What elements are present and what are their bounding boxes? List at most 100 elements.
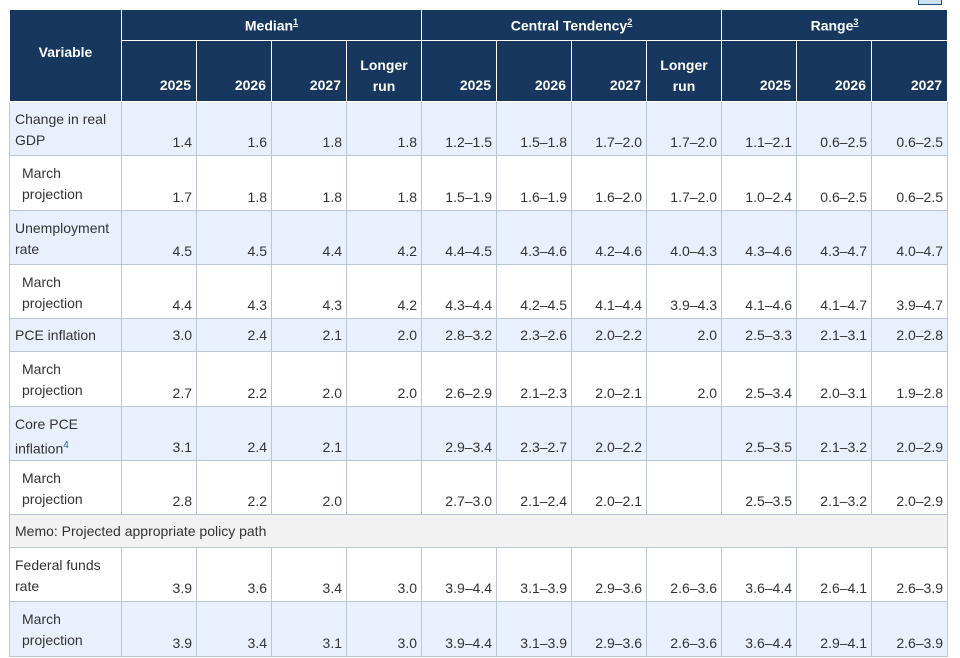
value-cell: 2.9–3.6 xyxy=(571,547,647,602)
value-cell: 2.1–3.2 xyxy=(796,460,873,515)
table-row: Unemployment rate 4.5 4.5 4.4 4.2 4.4–4.5 4.3–4… xyxy=(9,210,949,265)
value-cell: 0.6–2.5 xyxy=(871,101,949,156)
table-row: March projection 4.4 4.3 4.3 4.2 4.3–4.4 4.2–4.… xyxy=(9,264,949,319)
value-cell: 1.6–2.0 xyxy=(571,155,647,211)
value-cell: 1.7–2.0 xyxy=(645,101,723,156)
value-cell: 1.7–2.0 xyxy=(645,155,723,211)
value-cell: 0.6–2.5 xyxy=(796,101,873,156)
value-cell: 4.2–4.6 xyxy=(571,210,647,265)
value-cell: 4.3–4.6 xyxy=(496,210,572,265)
value-cell: 2.0–3.1 xyxy=(796,351,873,407)
value-cell: 1.5–1.9 xyxy=(421,155,497,211)
col-header-range-2027: 2027 xyxy=(871,40,949,102)
value-cell: 2.0 xyxy=(271,351,347,407)
col-header-median-2027: 2027 xyxy=(271,40,347,102)
value-cell: 4.1–4.6 xyxy=(721,264,798,319)
value-cell: 2.1–3.1 xyxy=(796,318,873,352)
value-cell: 3.4 xyxy=(196,601,272,657)
table-row: Change in real GDP 1.4 1.6 1.8 1.8 1.2–1.5 1.5–… xyxy=(9,101,949,156)
value-cell: 2.3–2.7 xyxy=(496,406,572,461)
value-cell: 1.8 xyxy=(271,101,347,156)
value-cell: 2.1–2.3 xyxy=(496,351,572,407)
value-cell: 1.7–2.0 xyxy=(571,101,647,156)
col-header-ct-2027: 2027 xyxy=(571,40,647,102)
value-cell: 4.2 xyxy=(346,210,422,265)
value-cell: 4.4 xyxy=(271,210,347,265)
median-group-header: Median1 xyxy=(121,9,422,41)
value-cell xyxy=(645,406,723,461)
value-cell: 2.2 xyxy=(196,460,272,515)
value-cell: 3.0 xyxy=(121,318,197,352)
value-cell: 3.6 xyxy=(196,547,272,602)
memo-row: Memo: Projected appropriate policy path xyxy=(8,514,949,548)
value-cell: 1.2–1.5 xyxy=(421,101,497,156)
value-cell: 4.4–4.5 xyxy=(421,210,497,265)
value-cell: 2.5–3.4 xyxy=(721,351,798,407)
value-cell: 2.6–2.9 xyxy=(421,351,497,407)
value-cell: 4.2–4.5 xyxy=(496,264,572,319)
value-cell: 2.7 xyxy=(121,351,197,407)
value-cell: 1.6 xyxy=(196,101,272,156)
value-cell: 2.1–3.2 xyxy=(796,406,873,461)
value-cell: 1.0–2.4 xyxy=(721,155,798,211)
value-cell: 2.0–2.2 xyxy=(571,406,647,461)
value-cell: 3.1–3.9 xyxy=(496,547,572,602)
table-row: March projection 2.7 2.2 2.0 2.0 2.6–2.9 2.1–2.… xyxy=(9,351,949,407)
value-cell: 1.8 xyxy=(346,101,422,156)
value-cell: 2.0–2.1 xyxy=(571,351,647,407)
central-tendency-group-header: Central Tendency2 xyxy=(420,9,723,41)
value-cell: 2.0–2.9 xyxy=(871,406,949,461)
footnote-link[interactable]: 3 xyxy=(853,16,859,27)
value-cell: 2.3–2.6 xyxy=(496,318,572,352)
col-header-ct-longer-run: Longer run xyxy=(645,40,723,102)
row-label: Core PCE inflation4 xyxy=(9,406,122,461)
value-cell: 3.0 xyxy=(346,601,422,657)
footnote-link[interactable]: 4 xyxy=(63,440,69,451)
value-cell: 2.4 xyxy=(196,406,272,461)
value-cell: 2.0–2.1 xyxy=(571,460,647,515)
value-cell: 3.9–4.4 xyxy=(421,601,497,657)
table-row: PCE inflation 3.0 2.4 2.1 2.0 2.8–3.2 2.3–2.6 2… xyxy=(9,318,949,352)
value-cell: 2.0 xyxy=(346,318,422,352)
value-cell: 2.5–3.5 xyxy=(721,406,798,461)
value-cell: 2.6–3.6 xyxy=(645,547,723,602)
value-cell: 2.0 xyxy=(645,351,723,407)
value-cell: 1.8 xyxy=(346,155,422,211)
value-cell: 4.1–4.7 xyxy=(796,264,873,319)
value-cell: 2.9–3.4 xyxy=(421,406,497,461)
value-cell: 2.2 xyxy=(196,351,272,407)
value-cell: 2.0–2.2 xyxy=(571,318,647,352)
value-cell: 1.6–1.9 xyxy=(496,155,572,211)
value-cell: 4.5 xyxy=(196,210,272,265)
row-label: Change in real GDP xyxy=(9,101,122,156)
col-header-median-longer-run: Longer run xyxy=(346,40,422,102)
footnote-link[interactable]: 2 xyxy=(627,16,633,27)
value-cell: 3.0 xyxy=(346,547,422,602)
value-cell: 3.9 xyxy=(121,601,197,657)
value-cell: 3.1 xyxy=(271,601,347,657)
col-header-ct-2026: 2026 xyxy=(496,40,572,102)
value-cell: 3.1–3.9 xyxy=(496,601,572,657)
value-cell: 2.9–4.1 xyxy=(796,601,873,657)
row-label: March projection xyxy=(9,601,122,657)
value-cell: 2.6–4.1 xyxy=(796,547,873,602)
value-cell: 1.7 xyxy=(121,155,197,211)
row-label: March projection xyxy=(9,351,122,407)
value-cell: 2.0–2.9 xyxy=(871,460,949,515)
row-label: March projection xyxy=(9,460,122,515)
value-cell: 4.0–4.3 xyxy=(645,210,723,265)
footnote-link[interactable]: 1 xyxy=(293,16,299,27)
value-cell: 1.9–2.8 xyxy=(871,351,949,407)
value-cell: 3.1 xyxy=(121,406,197,461)
range-group-header: Range3 xyxy=(721,9,949,41)
value-cell: 4.3 xyxy=(196,264,272,319)
value-cell: 2.7–3.0 xyxy=(421,460,497,515)
table-row: March projection 3.9 3.4 3.1 3.0 3.9–4.4 3.1–3.… xyxy=(9,601,949,657)
value-cell: 2.6–3.9 xyxy=(871,601,949,657)
value-cell: 4.3 xyxy=(271,264,347,319)
corner-toggle-button[interactable] xyxy=(918,0,942,5)
value-cell: 3.9 xyxy=(121,547,197,602)
col-header-range-2025: 2025 xyxy=(721,40,798,102)
value-cell: 4.3–4.4 xyxy=(421,264,497,319)
value-cell: 2.0 xyxy=(346,351,422,407)
